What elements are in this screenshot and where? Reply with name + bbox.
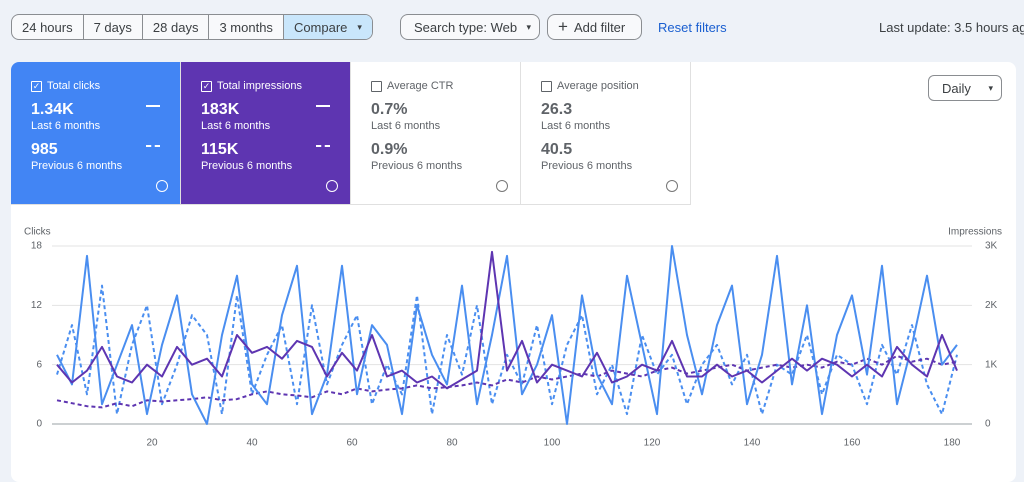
y2-axis-label: Impressions: [948, 227, 1002, 238]
series-style-icon: [146, 105, 160, 107]
card-title: Average CTR: [387, 80, 454, 92]
card-title: Total impressions: [217, 80, 302, 92]
series-style-icon: [316, 105, 330, 107]
x-tick-label: 160: [844, 438, 861, 449]
value-text: 115K: [201, 141, 239, 158]
help-icon[interactable]: [326, 180, 338, 192]
x-tick-label: 80: [446, 438, 458, 449]
granularity-text: Daily: [942, 80, 971, 96]
series-style-icon: [316, 145, 330, 147]
granularity-dropdown[interactable]: Daily ▾: [928, 75, 1002, 101]
card-value: 115K: [201, 141, 350, 159]
help-icon[interactable]: [496, 180, 508, 192]
series-line: [56, 284, 958, 416]
help-icon[interactable]: [156, 180, 168, 192]
value-text: 40.5: [541, 141, 573, 158]
range-button[interactable]: 24 hours: [12, 15, 84, 39]
y-tick-label: 12: [31, 300, 43, 311]
metric-card[interactable]: Average position 26.3 Last 6 months 40.5 Pre…: [521, 62, 691, 205]
card-value: 985: [31, 141, 180, 159]
y-tick-label: 6: [36, 359, 42, 370]
metric-card[interactable]: Average CTR 0.7% Last 6 months 0.9% Previous…: [351, 62, 521, 205]
range-button[interactable]: 7 days: [84, 15, 143, 39]
value-text: 1.34K: [31, 101, 74, 118]
last-update: Last update: 3.5 hours ago: [879, 20, 1024, 35]
y2-tick-label: 3K: [985, 241, 998, 252]
card-title-row: ✓ Total clicks: [31, 80, 180, 92]
card-value: 183K: [201, 101, 350, 119]
range-button[interactable]: 3 months: [209, 15, 284, 39]
card-value: 1.34K: [31, 101, 180, 119]
date-range-selector: 24 hours 7 days 28 days 3 months Compare ▾: [11, 14, 373, 40]
card-title-row: ✓ Total impressions: [201, 80, 350, 92]
card-title: Total clicks: [47, 80, 101, 92]
card-label: Previous 6 months: [31, 160, 123, 172]
add-filter-text: Add filter: [573, 19, 626, 35]
range-button[interactable]: 28 days: [143, 15, 210, 39]
metric-card[interactable]: ✓ Total impressions 183K Last 6 months 115K P…: [181, 62, 351, 205]
checkbox[interactable]: [371, 80, 382, 92]
value-text: 985: [31, 141, 58, 158]
card-value: 26.3: [541, 101, 690, 119]
y2-tick-label: 0: [985, 419, 991, 430]
y-tick-label: 18: [31, 241, 43, 252]
value-text: 183K: [201, 101, 240, 118]
checkbox[interactable]: ✓: [31, 80, 42, 92]
card-title: Average position: [557, 80, 639, 92]
y-axis-label: Clicks: [24, 227, 51, 238]
y2-tick-label: 2K: [985, 300, 998, 311]
x-tick-label: 100: [544, 438, 561, 449]
card-value: 0.7%: [371, 101, 520, 119]
card-label: Previous 6 months: [371, 160, 463, 172]
x-tick-label: 180: [944, 438, 961, 449]
series-style-icon: [146, 145, 160, 147]
search-type-button[interactable]: Search type: Web ▾: [400, 14, 540, 40]
x-tick-label: 20: [146, 438, 158, 449]
add-filter-button[interactable]: + Add filter: [547, 14, 642, 40]
x-tick-label: 40: [246, 438, 258, 449]
help-icon[interactable]: [666, 180, 678, 192]
y2-tick-label: 1K: [985, 359, 998, 370]
reset-filters[interactable]: Reset filters: [658, 20, 727, 35]
card-title-row: Average CTR: [371, 80, 520, 92]
checkbox[interactable]: ✓: [201, 80, 212, 92]
y-tick-label: 0: [36, 419, 42, 430]
x-tick-label: 60: [346, 438, 358, 449]
card-value: 0.9%: [371, 141, 520, 159]
card-value: 40.5: [541, 141, 690, 159]
x-tick-label: 140: [744, 438, 761, 449]
x-tick-label: 120: [644, 438, 661, 449]
range-button[interactable]: Compare ▾: [283, 15, 372, 39]
card-title-row: Average position: [541, 80, 690, 92]
value-text: 0.9%: [371, 141, 408, 158]
card-label: Previous 6 months: [541, 160, 633, 172]
value-text: 0.7%: [371, 101, 408, 118]
checkbox[interactable]: [541, 80, 552, 92]
card-label: Last 6 months: [201, 120, 271, 132]
series-line: [56, 250, 958, 390]
page: 24 hours 7 days 28 days 3 months Compare ▾ Se…: [11, 14, 1024, 482]
series-line: [56, 245, 958, 425]
card-label: Last 6 months: [31, 120, 101, 132]
metric-card[interactable]: ✓ Total clicks 1.34K Last 6 months 985 Previo…: [11, 62, 181, 205]
card-label: Last 6 months: [541, 120, 611, 132]
card-label: Last 6 months: [371, 120, 441, 132]
value-text: 26.3: [541, 101, 573, 118]
series-line: [56, 354, 958, 409]
search-type-text: Search type: Web: [414, 19, 518, 35]
card-label: Previous 6 months: [201, 160, 293, 172]
